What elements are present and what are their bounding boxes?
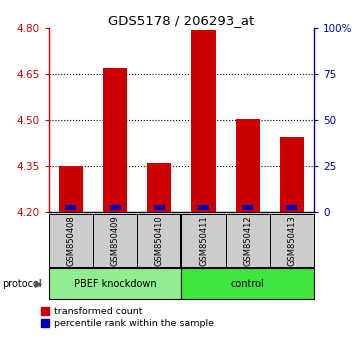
Bar: [236, 119, 260, 212]
Bar: [137, 214, 182, 267]
Text: ▶: ▶: [35, 279, 42, 289]
Text: GSM850412: GSM850412: [243, 215, 252, 266]
Bar: [147, 163, 171, 212]
Bar: [191, 30, 216, 212]
Bar: [93, 214, 137, 267]
Bar: [65, 205, 76, 210]
Text: GSM850410: GSM850410: [155, 215, 164, 266]
Bar: [242, 205, 253, 210]
Text: PBEF knockdown: PBEF knockdown: [74, 279, 156, 289]
Bar: [154, 205, 165, 210]
Bar: [181, 268, 314, 299]
Bar: [287, 205, 297, 210]
Text: GSM850409: GSM850409: [110, 215, 119, 266]
Bar: [226, 214, 270, 267]
Bar: [280, 137, 304, 212]
Text: GSM850413: GSM850413: [287, 215, 296, 266]
Bar: [110, 205, 121, 210]
Bar: [198, 205, 209, 210]
Bar: [181, 214, 226, 267]
Legend: transformed count, percentile rank within the sample: transformed count, percentile rank withi…: [41, 307, 214, 328]
Bar: [49, 268, 181, 299]
Bar: [103, 68, 127, 212]
Bar: [49, 214, 93, 267]
Title: GDS5178 / 206293_at: GDS5178 / 206293_at: [108, 14, 255, 27]
Text: GSM850408: GSM850408: [66, 215, 75, 266]
Bar: [59, 166, 83, 212]
Text: GSM850411: GSM850411: [199, 215, 208, 266]
Text: control: control: [231, 279, 265, 289]
Text: protocol: protocol: [2, 279, 42, 289]
Bar: [270, 214, 314, 267]
